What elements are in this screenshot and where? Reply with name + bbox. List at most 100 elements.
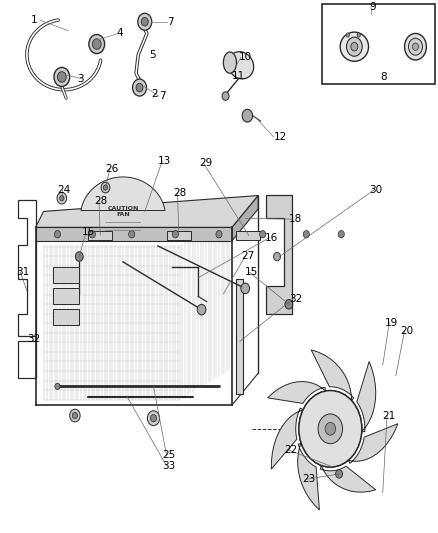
Polygon shape <box>232 196 258 240</box>
Circle shape <box>351 43 358 51</box>
Text: 1: 1 <box>31 15 38 25</box>
Circle shape <box>57 71 66 82</box>
Bar <box>321 4 435 84</box>
Circle shape <box>172 231 178 238</box>
Text: 19: 19 <box>385 318 398 328</box>
Polygon shape <box>35 196 258 228</box>
Circle shape <box>138 13 152 30</box>
Circle shape <box>285 300 293 309</box>
Text: 18: 18 <box>289 214 302 224</box>
Circle shape <box>338 231 344 238</box>
Text: 4: 4 <box>117 28 123 38</box>
Bar <box>237 279 244 394</box>
Circle shape <box>55 383 60 390</box>
Circle shape <box>54 231 60 238</box>
Bar <box>53 267 79 283</box>
Polygon shape <box>266 195 292 313</box>
Circle shape <box>101 182 110 193</box>
Circle shape <box>103 185 108 190</box>
Text: 33: 33 <box>162 461 176 471</box>
Circle shape <box>325 423 336 435</box>
Text: 28: 28 <box>95 196 108 206</box>
Circle shape <box>216 231 222 238</box>
Circle shape <box>306 400 354 458</box>
Ellipse shape <box>340 32 368 61</box>
Text: 24: 24 <box>57 185 71 195</box>
Bar <box>53 288 79 304</box>
Text: 29: 29 <box>199 158 212 168</box>
Circle shape <box>241 283 250 294</box>
Circle shape <box>89 231 95 238</box>
Circle shape <box>303 231 309 238</box>
Text: 23: 23 <box>302 474 315 484</box>
Circle shape <box>336 470 343 478</box>
Circle shape <box>409 38 423 55</box>
Ellipse shape <box>223 52 237 73</box>
Circle shape <box>150 415 156 422</box>
Circle shape <box>318 414 343 443</box>
Polygon shape <box>271 408 303 469</box>
Circle shape <box>274 252 281 261</box>
Circle shape <box>299 391 362 467</box>
Text: 28: 28 <box>173 188 187 198</box>
Circle shape <box>54 67 70 86</box>
Text: 8: 8 <box>381 72 387 83</box>
Circle shape <box>136 83 143 92</box>
Text: 21: 21 <box>383 410 396 421</box>
Text: 13: 13 <box>158 156 171 166</box>
Circle shape <box>260 231 266 238</box>
Text: 32: 32 <box>27 334 40 344</box>
Ellipse shape <box>228 52 254 79</box>
Circle shape <box>141 18 148 26</box>
Polygon shape <box>18 199 35 378</box>
Circle shape <box>346 33 350 37</box>
Text: 12: 12 <box>274 132 287 142</box>
Polygon shape <box>81 177 165 211</box>
Text: 7: 7 <box>159 91 166 101</box>
Text: 7: 7 <box>167 17 174 27</box>
Circle shape <box>72 413 78 419</box>
Text: 27: 27 <box>241 252 254 261</box>
Circle shape <box>222 92 229 100</box>
Text: 11: 11 <box>232 71 245 81</box>
Bar <box>237 231 261 239</box>
Polygon shape <box>268 382 325 403</box>
Polygon shape <box>311 350 354 401</box>
Circle shape <box>318 414 343 443</box>
Text: 10: 10 <box>239 52 252 62</box>
Circle shape <box>325 423 336 435</box>
Circle shape <box>133 79 147 96</box>
Bar <box>166 231 191 239</box>
Bar <box>88 231 112 239</box>
Text: 31: 31 <box>16 267 29 277</box>
Circle shape <box>299 391 362 467</box>
Bar <box>35 228 232 240</box>
Text: 3: 3 <box>77 74 84 84</box>
Text: 20: 20 <box>400 326 413 336</box>
Polygon shape <box>357 361 376 432</box>
Circle shape <box>346 37 362 56</box>
Text: 2: 2 <box>151 90 158 100</box>
Circle shape <box>242 109 253 122</box>
Circle shape <box>197 304 206 315</box>
Text: 30: 30 <box>370 185 383 195</box>
Circle shape <box>405 34 426 60</box>
Circle shape <box>148 411 159 426</box>
Text: 9: 9 <box>370 2 376 12</box>
Polygon shape <box>348 424 398 463</box>
Circle shape <box>129 231 135 238</box>
Circle shape <box>60 196 64 201</box>
Circle shape <box>57 192 67 204</box>
Polygon shape <box>320 465 376 492</box>
Text: 25: 25 <box>162 450 176 461</box>
Polygon shape <box>298 443 319 510</box>
Text: 15: 15 <box>245 267 258 277</box>
Text: 15: 15 <box>81 228 95 237</box>
Circle shape <box>89 35 105 54</box>
Text: 26: 26 <box>106 164 119 174</box>
Circle shape <box>75 252 83 261</box>
Text: 16: 16 <box>265 233 278 243</box>
Circle shape <box>92 39 101 50</box>
Text: 22: 22 <box>285 445 298 455</box>
Circle shape <box>357 33 360 37</box>
